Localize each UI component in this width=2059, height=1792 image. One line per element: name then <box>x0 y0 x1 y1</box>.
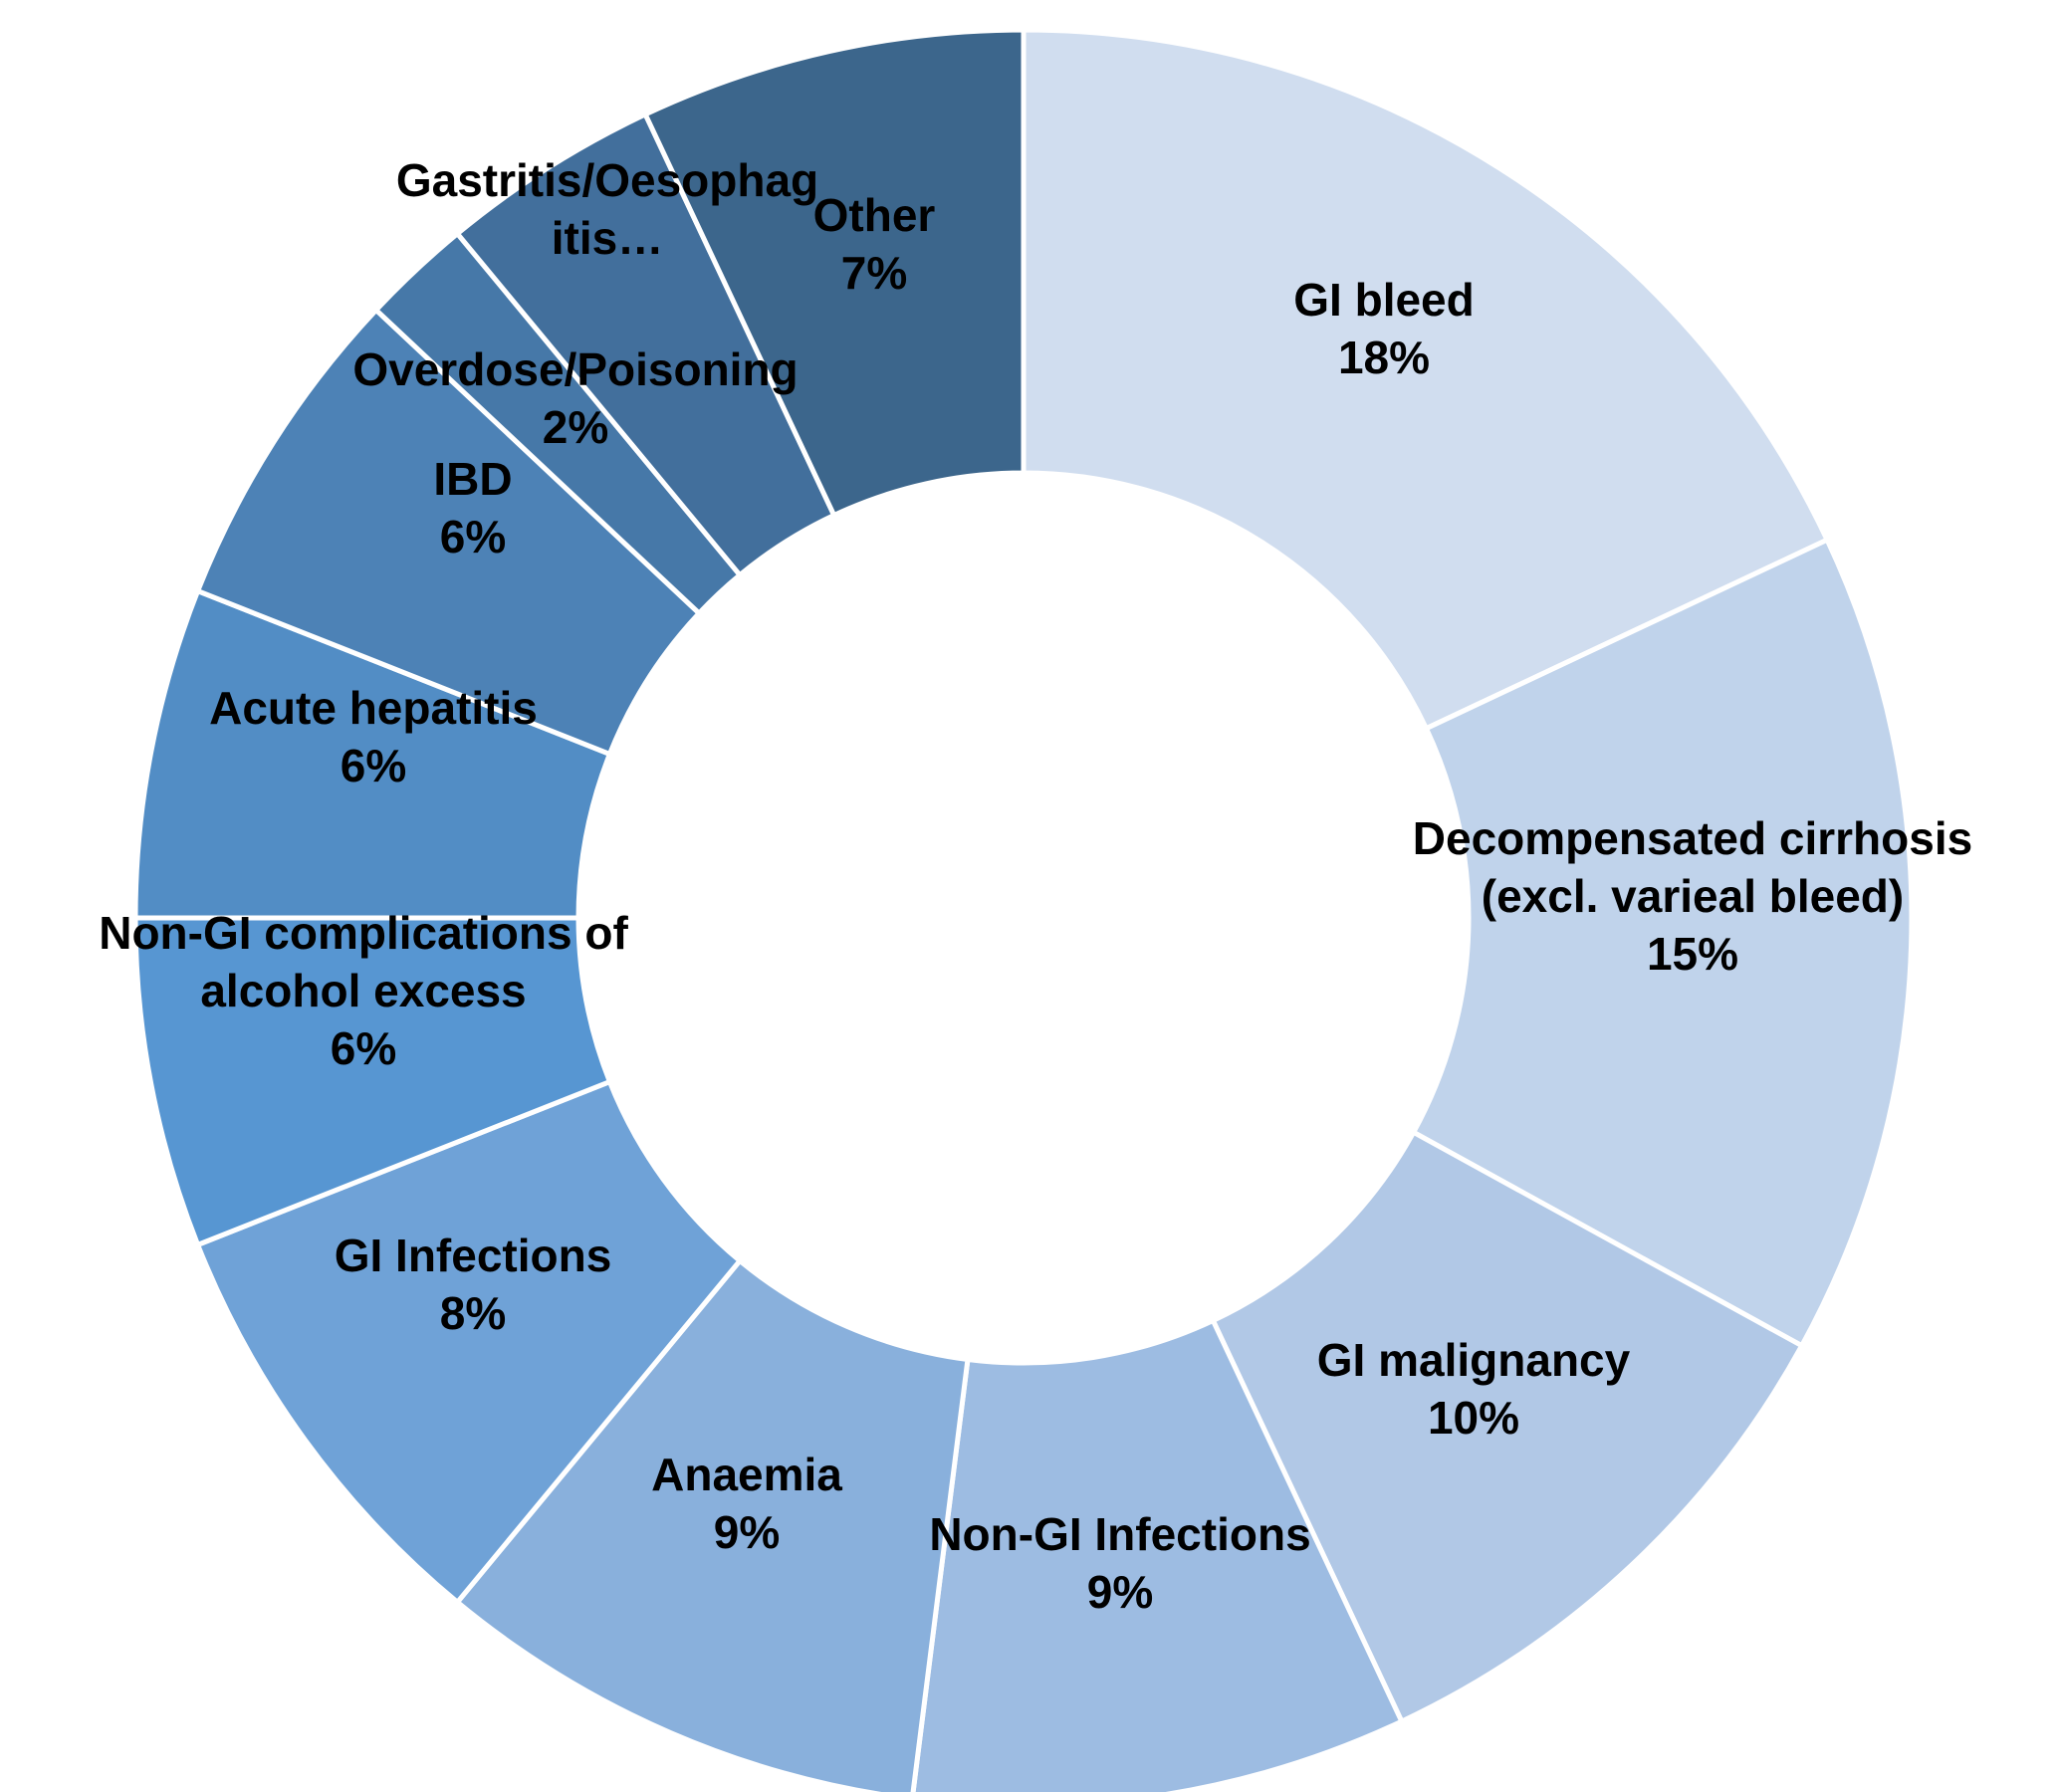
slice-value-label: 18% <box>1338 332 1430 383</box>
slice-category-label: GI Infections <box>335 1230 612 1281</box>
slice-label-1: Decompensated cirrhosis (excl. varieal bl… <box>1413 812 1972 980</box>
slice-label-7: Acute hepatitis 6% <box>209 682 538 791</box>
slice-value-label: 15% <box>1647 928 1738 980</box>
slice-0 <box>1021 27 1831 733</box>
slice-label-2: GI malignancy 10% <box>1317 1334 1631 1444</box>
slice-category-label: Acute hepatitis <box>209 682 538 734</box>
slice-label-8: IBD 6% <box>433 453 512 562</box>
slice-value-label: 6% <box>341 740 406 791</box>
slice-value-label: 9% <box>1087 1566 1153 1618</box>
slice-category-label: GI malignancy <box>1317 1334 1631 1386</box>
slice-value-label: 2% <box>543 401 608 453</box>
slice-category-label: Non-GI Infections <box>929 1508 1310 1560</box>
slice-label-0: GI bleed 18% <box>1293 274 1474 383</box>
slice-value-label: 6% <box>331 1022 396 1074</box>
slice-label-11: Other 7% <box>813 189 936 299</box>
slice-category-label: Non-GI complications of <box>99 907 628 959</box>
slice-category-label: Decompensated cirrhosis <box>1413 812 1972 864</box>
slice-3 <box>910 1317 1406 1792</box>
labels-group: GI bleed 18% Decompensated cirrhosis (excl.… <box>99 154 1972 1618</box>
slices-group <box>132 27 1915 1792</box>
slice-label-10: Gastritis/Oesophag itis… <box>396 154 818 264</box>
slice-label-5: GI Infections 8% <box>335 1230 612 1339</box>
slice-category-label: itis… <box>552 212 663 264</box>
slice-value-label: 8% <box>440 1287 506 1339</box>
slice-category-label: Anaemia <box>651 1449 842 1500</box>
slice-category-label: Overdose/Poisoning <box>352 343 798 395</box>
slice-1 <box>1410 536 1915 1350</box>
slice-5 <box>194 1078 744 1606</box>
slice-category-label: (excl. varieal bleed) <box>1482 870 1904 922</box>
slice-4 <box>453 1256 971 1792</box>
slice-value-label: 6% <box>440 511 506 562</box>
slice-2 <box>1209 1128 1806 1725</box>
slice-label-9: Overdose/Poisoning 2% <box>352 343 798 453</box>
slice-label-4: Anaemia 9% <box>651 1449 842 1558</box>
slice-value-label: 7% <box>841 247 907 299</box>
slice-label-6: Non-GI complications of alcohol excess 6% <box>99 907 628 1074</box>
slice-category-label: alcohol excess <box>200 965 526 1016</box>
slice-category-label: Gastritis/Oesophag <box>396 154 818 206</box>
slice-label-3: Non-GI Infections 9% <box>929 1508 1310 1618</box>
slice-value-label: 10% <box>1428 1392 1519 1444</box>
slice-category-label: GI bleed <box>1293 274 1474 326</box>
slice-11 <box>641 27 1027 519</box>
slice-value-label: 9% <box>714 1506 780 1558</box>
slice-category-label: Other <box>813 189 936 241</box>
slice-category-label: IBD <box>433 453 512 505</box>
